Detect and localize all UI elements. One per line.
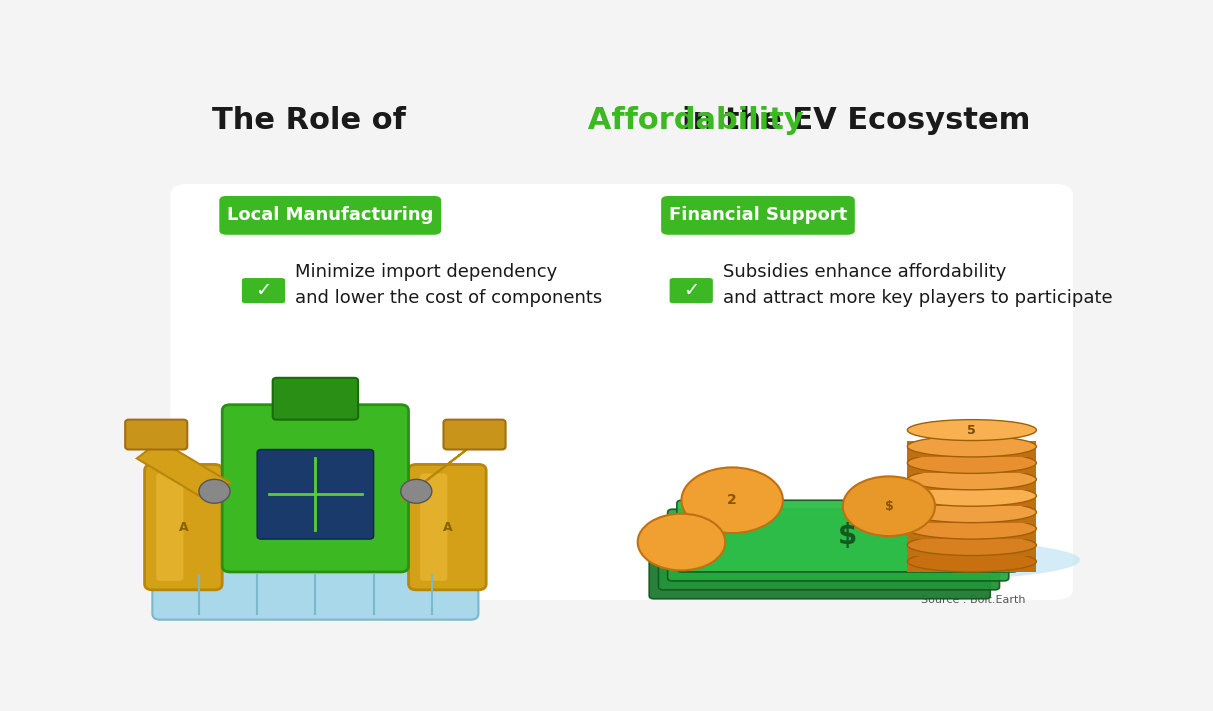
FancyBboxPatch shape (409, 464, 486, 590)
Ellipse shape (682, 467, 782, 533)
Text: Local Manufacturing: Local Manufacturing (227, 206, 433, 225)
Text: A: A (443, 520, 452, 534)
Ellipse shape (907, 518, 1036, 539)
FancyBboxPatch shape (170, 184, 1074, 600)
Text: ✓: ✓ (255, 281, 272, 300)
Text: Source : Bolt.Earth: Source : Bolt.Earth (922, 595, 1026, 605)
FancyBboxPatch shape (222, 405, 409, 572)
Ellipse shape (907, 486, 1036, 506)
Text: A: A (178, 520, 188, 534)
Text: 5: 5 (968, 424, 976, 437)
Text: Minimize import dependency
and lower the cost of components: Minimize import dependency and lower the… (296, 263, 603, 307)
Text: Subsidies enhance affordability
and attract more key players to participate: Subsidies enhance affordability and attr… (723, 263, 1112, 307)
Text: The Role of                          in the EV Ecosystem: The Role of in the EV Ecosystem (212, 107, 1031, 135)
Ellipse shape (907, 535, 1036, 555)
FancyBboxPatch shape (670, 278, 713, 303)
FancyBboxPatch shape (144, 464, 222, 590)
FancyBboxPatch shape (156, 474, 183, 581)
FancyBboxPatch shape (907, 474, 1036, 490)
FancyBboxPatch shape (649, 527, 990, 599)
Text: ✓: ✓ (683, 281, 700, 300)
Text: Financial Support: Financial Support (668, 206, 847, 225)
FancyBboxPatch shape (907, 457, 1036, 474)
FancyBboxPatch shape (907, 441, 1036, 457)
FancyBboxPatch shape (241, 278, 285, 303)
Ellipse shape (843, 476, 935, 536)
Text: Affordability: Affordability (439, 107, 804, 135)
FancyBboxPatch shape (667, 509, 1009, 581)
FancyBboxPatch shape (153, 569, 478, 620)
FancyBboxPatch shape (907, 523, 1036, 539)
Polygon shape (400, 441, 478, 501)
FancyBboxPatch shape (125, 419, 187, 449)
Text: $: $ (884, 500, 893, 513)
FancyBboxPatch shape (273, 378, 358, 419)
FancyBboxPatch shape (907, 490, 1036, 506)
Ellipse shape (907, 452, 1036, 474)
FancyBboxPatch shape (907, 506, 1036, 523)
Circle shape (400, 479, 432, 503)
FancyBboxPatch shape (257, 449, 374, 539)
Ellipse shape (907, 502, 1036, 523)
Ellipse shape (638, 513, 725, 570)
FancyBboxPatch shape (677, 501, 1018, 572)
Ellipse shape (735, 539, 1081, 581)
Ellipse shape (907, 419, 1036, 441)
FancyBboxPatch shape (661, 196, 855, 235)
FancyBboxPatch shape (444, 419, 506, 449)
FancyBboxPatch shape (659, 518, 1000, 590)
FancyBboxPatch shape (907, 539, 1036, 555)
Circle shape (199, 479, 230, 503)
Ellipse shape (907, 551, 1036, 572)
FancyBboxPatch shape (220, 196, 442, 235)
FancyBboxPatch shape (420, 474, 448, 581)
FancyBboxPatch shape (907, 555, 1036, 572)
Text: $: $ (838, 522, 858, 550)
Text: 2: 2 (728, 493, 738, 507)
Ellipse shape (907, 469, 1036, 490)
Ellipse shape (907, 436, 1036, 457)
Polygon shape (137, 441, 230, 501)
